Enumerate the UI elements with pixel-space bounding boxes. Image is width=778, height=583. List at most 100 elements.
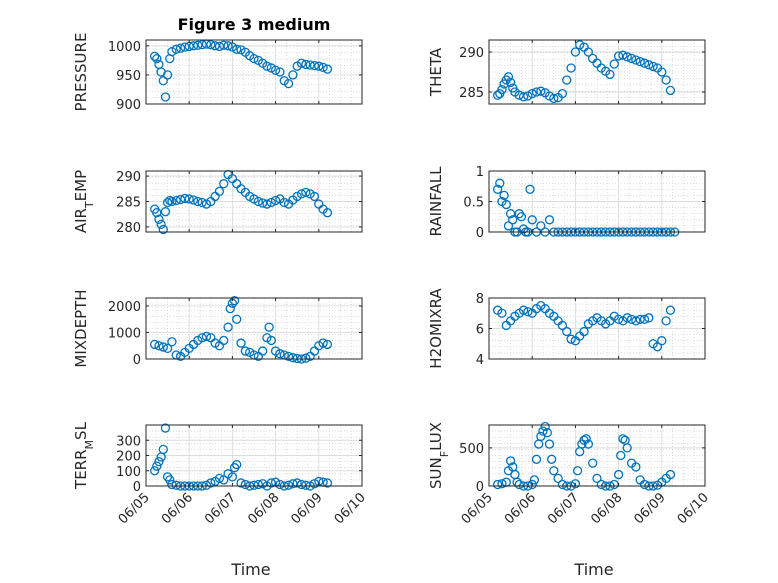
y-tick-label: 0	[476, 480, 484, 495]
data-point	[562, 75, 572, 85]
data-point	[232, 314, 242, 324]
data-point	[318, 62, 328, 72]
data-point	[175, 43, 186, 53]
data-point	[518, 92, 529, 102]
data-point	[546, 454, 557, 464]
y-axis-label: RAINFALL	[427, 166, 445, 237]
x-axis-label-right: Time	[573, 560, 613, 579]
data-point	[257, 346, 268, 356]
data-point	[531, 454, 542, 464]
data-point	[309, 191, 320, 202]
data-point	[283, 480, 294, 490]
data-point	[162, 343, 173, 354]
data-point	[557, 88, 568, 99]
data-point	[283, 78, 294, 89]
data-point	[553, 473, 563, 484]
data-point	[508, 215, 518, 225]
data-point	[167, 337, 177, 347]
data-point	[514, 90, 524, 100]
data-point	[225, 303, 235, 314]
y-axis-label: AIRTEMP	[72, 170, 96, 233]
data-point	[210, 41, 220, 51]
data-point	[527, 479, 537, 490]
data-point	[262, 61, 272, 71]
data-point	[503, 221, 514, 231]
data-point	[661, 316, 671, 326]
data-point	[605, 69, 615, 80]
y-tick-label: 0	[476, 226, 484, 241]
data-point	[549, 93, 559, 104]
data-point	[158, 342, 168, 352]
data-point	[275, 67, 285, 77]
data-point	[270, 195, 281, 206]
data-point	[214, 473, 225, 484]
data-point	[648, 61, 658, 72]
data-point	[652, 342, 663, 352]
data-point	[158, 76, 168, 86]
data-point	[301, 480, 311, 490]
y-tick-label: 1000	[108, 326, 141, 341]
data-point	[562, 326, 572, 337]
y-tick-label: 950	[116, 69, 141, 84]
data-point	[609, 59, 619, 69]
data-point	[639, 314, 650, 325]
data-point	[514, 479, 524, 490]
data-point	[223, 41, 233, 51]
data-point	[158, 224, 168, 235]
data-point	[618, 434, 628, 444]
data-point	[283, 351, 294, 361]
y-tick-label: 500	[459, 442, 484, 457]
y-tick-label: 4	[476, 353, 484, 368]
data-point	[570, 479, 581, 489]
data-point	[149, 51, 160, 61]
axes-box	[145, 297, 363, 360]
data-point	[626, 53, 637, 64]
data-point	[249, 480, 259, 490]
y-axis-label: TERRMSL	[72, 421, 96, 490]
y-axis-label: MIXDEPTH	[72, 289, 90, 367]
data-point	[158, 444, 168, 455]
data-point	[544, 439, 555, 449]
data-point	[227, 472, 238, 482]
data-point	[301, 353, 311, 363]
data-point	[162, 70, 173, 80]
data-point	[622, 443, 632, 453]
x-tick-label: 06/06	[159, 490, 196, 527]
data-point	[193, 40, 203, 50]
data-point	[613, 51, 624, 61]
data-point	[631, 55, 641, 65]
data-point	[171, 44, 181, 54]
x-tick-label: 06/05	[459, 490, 496, 527]
data-point	[188, 195, 199, 205]
data-point	[592, 473, 602, 484]
data-point	[236, 478, 246, 488]
x-tick-label: 06/08	[245, 490, 282, 527]
data-point	[531, 87, 542, 97]
data-point	[240, 346, 251, 356]
y-tick-label: 290	[459, 46, 484, 61]
y-tick-label: 100	[116, 465, 141, 480]
x-tick-label: 06/10	[675, 490, 712, 527]
data-point	[314, 61, 324, 71]
x-tick-label: 06/07	[202, 490, 239, 527]
data-point	[322, 208, 333, 218]
x-tick-label: 06/09	[632, 490, 669, 527]
data-point	[622, 313, 632, 323]
data-point	[206, 40, 216, 50]
data-point	[201, 331, 212, 342]
y-tick-label: 900	[116, 98, 141, 113]
data-point	[583, 47, 594, 57]
axes-box	[488, 424, 706, 487]
data-point	[188, 41, 199, 51]
y-axis-label: SUNFLUX	[427, 422, 451, 489]
data-point	[219, 40, 229, 50]
data-point	[193, 196, 203, 207]
data-point	[160, 92, 171, 102]
data-point	[622, 52, 632, 62]
data-point	[223, 322, 233, 332]
x-tick-label: 06/05	[116, 490, 153, 527]
x-tick-label: 06/06	[502, 490, 539, 527]
data-point	[665, 305, 676, 315]
